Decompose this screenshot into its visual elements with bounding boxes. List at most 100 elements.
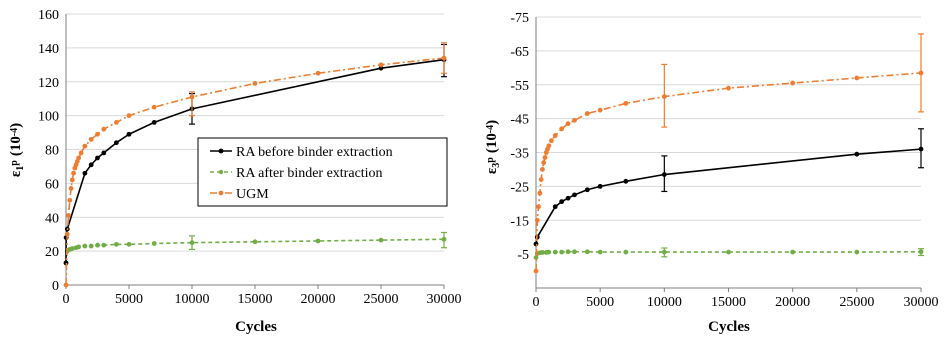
x-tick-label-left-2: 10000 bbox=[175, 292, 210, 307]
y-label-sub: 3 bbox=[491, 163, 502, 168]
data-point-left-ra-before-binder-extraction-6 bbox=[101, 150, 107, 156]
y-axis-title-right: ε3p (10-4) bbox=[484, 120, 502, 174]
legend-marker-ra-before bbox=[218, 148, 224, 154]
legend: RA before binder extraction RA after bin… bbox=[197, 137, 448, 207]
y-label-unit-sup: -4 bbox=[485, 125, 496, 133]
data-point-left-ugm-3 bbox=[67, 197, 73, 203]
data-point-left-ra-after-binder-extraction-9 bbox=[101, 242, 107, 248]
data-point-right-ra-after-binder-extraction-16 bbox=[854, 249, 860, 255]
data-point-right-ugm-17 bbox=[597, 107, 603, 113]
x-tick-label-right-6: 30000 bbox=[904, 295, 939, 310]
y-tick-label-right-1: -15 bbox=[510, 214, 529, 229]
data-point-right-ra-after-binder-extraction-14 bbox=[726, 249, 731, 255]
x-tick-label-right-3: 15000 bbox=[711, 295, 746, 310]
data-point-right-ra-before-binder-extraction-6 bbox=[584, 187, 590, 193]
data-point-right-ugm-6 bbox=[541, 160, 547, 166]
data-point-left-ra-after-binder-extraction-7 bbox=[88, 243, 94, 249]
data-point-left-ugm-11 bbox=[78, 150, 84, 156]
data-point-left-ra-after-binder-extraction-12 bbox=[151, 241, 157, 246]
y-tick-label-left-6: 120 bbox=[38, 76, 59, 91]
chart-right-strain-3: -5 -15 -25 -35 -45 -55 -65 -75 0 5000 10000 15000 2… bbox=[484, 11, 939, 335]
x-tick-label-right-4: 20000 bbox=[775, 295, 810, 310]
data-point-left-ra-after-binder-extraction-14 bbox=[252, 239, 258, 245]
y-tick-label-right-7: -75 bbox=[510, 11, 529, 26]
data-point-right-ugm-21 bbox=[790, 80, 796, 86]
data-point-right-ugm-13 bbox=[559, 126, 565, 132]
data-point-left-ugm-16 bbox=[114, 120, 119, 125]
y-ticks-right: -5 -15 -25 -35 -45 -55 -65 -75 bbox=[510, 11, 529, 263]
y-label-sup: p bbox=[9, 160, 20, 166]
data-point-right-ra-after-binder-extraction-7 bbox=[559, 249, 565, 255]
data-point-right-ra-after-binder-extraction-11 bbox=[597, 249, 603, 255]
y-label-unit: (10 bbox=[484, 133, 500, 153]
y-label-sub: 1 bbox=[15, 166, 26, 171]
series-line-right-ugm bbox=[535, 72, 922, 272]
data-point-left-ugm-2 bbox=[66, 213, 71, 218]
legend-marker-ra-after bbox=[218, 169, 224, 175]
data-point-right-ugm-3 bbox=[537, 190, 543, 196]
data-point-right-ugm-0 bbox=[533, 268, 539, 274]
data-point-left-ra-before-binder-extraction-7 bbox=[114, 140, 119, 146]
data-point-right-ra-after-binder-extraction-12 bbox=[623, 249, 629, 255]
data-point-right-ugm-4 bbox=[538, 177, 544, 183]
x-ticks-right: 0 5000 10000 15000 20000 25000 30000 bbox=[533, 288, 939, 310]
y-tick-label-left-3: 60 bbox=[45, 177, 59, 192]
y-tick-label-right-5: -55 bbox=[510, 79, 529, 94]
legend-entry-ra-before: RA before binder extraction bbox=[210, 145, 393, 160]
data-point-left-ra-before-binder-extraction-5 bbox=[95, 155, 100, 161]
data-point-left-ugm-20 bbox=[252, 81, 258, 86]
legend-label-ra-before: RA before binder extraction bbox=[236, 145, 393, 160]
data-point-right-ugm-2 bbox=[536, 204, 541, 210]
data-point-right-ugm-15 bbox=[572, 117, 577, 123]
y-tick-label-right-0: -5 bbox=[517, 248, 529, 263]
y-tick-label-left-4: 80 bbox=[45, 144, 59, 159]
data-point-left-ugm-12 bbox=[82, 143, 88, 149]
data-point-left-ra-after-binder-extraction-10 bbox=[114, 241, 119, 247]
data-point-left-ugm-13 bbox=[88, 136, 94, 142]
data-point-left-ra-after-binder-extraction-6 bbox=[82, 243, 88, 249]
data-point-right-ugm-5 bbox=[540, 167, 545, 172]
data-point-left-ugm-17 bbox=[126, 113, 132, 119]
data-point-right-ugm-22 bbox=[854, 75, 860, 81]
data-point-right-ugm-10 bbox=[546, 143, 552, 149]
data-point-right-ra-after-binder-extraction-6 bbox=[552, 249, 558, 255]
data-point-right-ra-before-binder-extraction-3 bbox=[559, 199, 565, 205]
data-point-right-ugm-11 bbox=[549, 138, 554, 144]
y-tick-label-left-8: 160 bbox=[38, 8, 59, 23]
y-tick-label-right-6: -65 bbox=[510, 45, 529, 60]
data-point-right-ra-after-binder-extraction-9 bbox=[572, 249, 577, 255]
data-point-right-ra-after-binder-extraction-15 bbox=[790, 249, 796, 255]
y-tick-label-left-1: 20 bbox=[45, 245, 59, 260]
x-tick-label-left-0: 0 bbox=[63, 292, 70, 307]
y-label-symbol: ε bbox=[484, 167, 500, 174]
data-point-left-ra-before-binder-extraction-3 bbox=[82, 170, 88, 176]
data-point-right-ra-before-binder-extraction-10 bbox=[854, 151, 860, 157]
data-point-right-ra-before-binder-extraction-7 bbox=[597, 183, 603, 189]
data-point-right-ra-before-binder-extraction-8 bbox=[623, 178, 629, 184]
y-label-unit-close: ) bbox=[8, 123, 24, 128]
y-label-unit: (10 bbox=[8, 136, 24, 156]
data-point-right-ugm-18 bbox=[623, 100, 629, 106]
x-tick-label-right-1: 5000 bbox=[586, 295, 614, 310]
data-point-left-ugm-15 bbox=[101, 126, 107, 132]
data-point-left-ugm-6 bbox=[71, 170, 76, 176]
y-tick-label-right-3: -35 bbox=[510, 147, 529, 162]
series-line-right-ra-before-binder-extraction bbox=[535, 148, 922, 245]
y-label-unit-sup: -4 bbox=[9, 128, 20, 136]
legend-box bbox=[197, 137, 448, 207]
y-tick-label-left-5: 100 bbox=[38, 110, 59, 125]
data-point-right-ra-after-binder-extraction-3 bbox=[540, 250, 545, 255]
legend-label-ugm: UGM bbox=[236, 187, 269, 202]
data-point-right-ra-after-binder-extraction-8 bbox=[565, 249, 571, 255]
data-point-left-ugm-5 bbox=[69, 177, 75, 183]
data-point-left-ra-after-binder-extraction-3 bbox=[69, 246, 75, 251]
data-point-left-ugm-4 bbox=[68, 186, 74, 191]
data-point-left-ugm-0 bbox=[63, 282, 69, 288]
x-tick-label-left-1: 5000 bbox=[115, 292, 143, 307]
data-point-left-ugm-1 bbox=[64, 231, 70, 237]
data-point-right-ugm-16 bbox=[584, 111, 590, 116]
y-label-unit-close: ) bbox=[484, 120, 500, 125]
data-point-left-ra-after-binder-extraction-16 bbox=[378, 237, 384, 243]
x-tick-label-left-5: 25000 bbox=[364, 292, 399, 307]
